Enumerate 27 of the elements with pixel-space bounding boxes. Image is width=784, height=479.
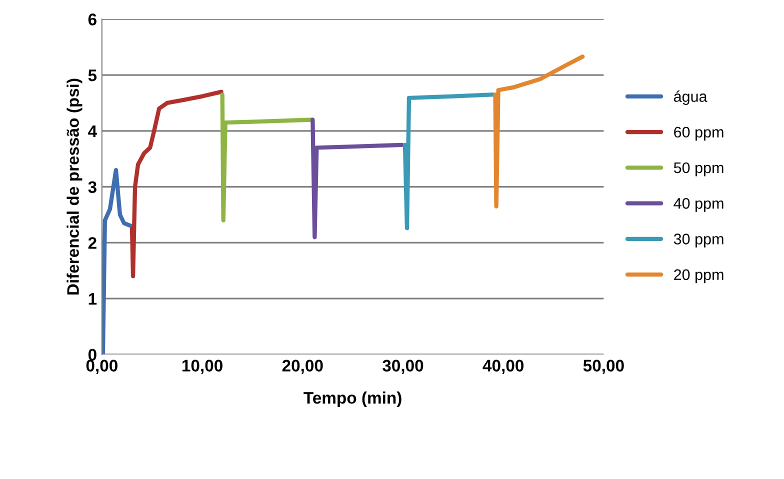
legend-label: 60 ppm — [674, 126, 724, 141]
y-tick-label: 0 — [88, 348, 96, 361]
y-axis-title: Diferencial de pressão (psi) — [66, 78, 82, 295]
y-tick-label: 1 — [88, 293, 97, 305]
legend-label: 20 ppm — [674, 269, 724, 284]
legend-label: água — [674, 90, 708, 105]
line-series — [130, 90, 224, 278]
x-tick-label: 30,00 — [382, 360, 424, 374]
line-series — [493, 54, 585, 208]
x-axis-title: Tempo (min) — [304, 392, 402, 408]
line-series — [402, 92, 496, 230]
legend-label: 50 ppm — [674, 162, 724, 176]
line-series — [310, 118, 404, 240]
x-tick-label: 20,00 — [282, 360, 323, 374]
x-tick-label: 0,00 — [86, 360, 118, 374]
y-tick-label: 3 — [88, 181, 96, 194]
legend-label: 40 ppm — [674, 198, 724, 212]
legend-label: 30 ppm — [674, 234, 724, 248]
y-tick-label: 4 — [88, 126, 97, 137]
y-tick-label: 6 — [88, 14, 96, 26]
y-tick-label: 2 — [88, 237, 96, 249]
x-tick-label: 50,00 — [583, 360, 624, 374]
y-tick-label: 5 — [88, 70, 97, 82]
x-tick-label: 40,00 — [482, 360, 524, 374]
line-series — [220, 92, 314, 222]
line-series — [102, 168, 134, 354]
x-tick-label: 10,00 — [182, 360, 222, 374]
